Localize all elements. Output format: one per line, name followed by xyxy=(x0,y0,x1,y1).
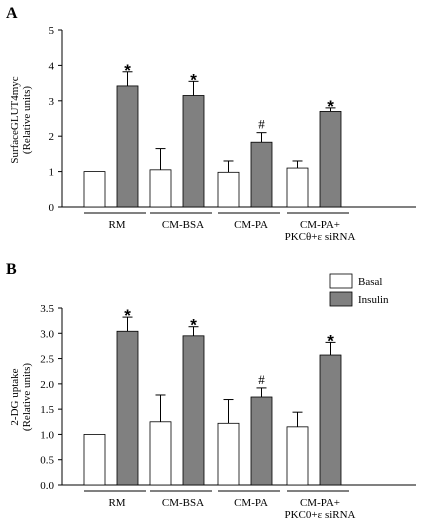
basal-bar xyxy=(286,167,309,208)
panel-a: A 0 1 2 3 4 5 SurfaceGLUT4myc (Relative units) *… xyxy=(6,5,416,243)
y-axis-title-units: (Relative units) xyxy=(21,363,33,431)
legend-swatch-basal xyxy=(329,273,353,289)
insulin-bar xyxy=(319,354,342,486)
basal-bar xyxy=(149,421,172,486)
insulin-bar xyxy=(319,111,342,208)
category-label: RM xyxy=(108,497,125,509)
category-label: CM-PA+ xyxy=(300,219,340,231)
significance-marker: * xyxy=(190,70,197,89)
category-label: CM-PA xyxy=(234,219,268,231)
panel-b: B 0.0 0.5 1.0 1.5 2.0 2.5 3.0 3.5 2-DG uptake (Re… xyxy=(6,261,416,521)
basal-bar xyxy=(83,434,106,486)
y-tick-label: 1.0 xyxy=(40,429,54,441)
legend-label-insulin: Insulin xyxy=(358,294,389,306)
y-tick-label: 0 xyxy=(49,202,55,214)
y-tick-label: 2.0 xyxy=(40,379,54,391)
basal-bar xyxy=(286,426,309,486)
significance-marker: * xyxy=(327,97,334,116)
y-tick-label: 1.5 xyxy=(40,404,54,416)
basal-bar xyxy=(149,169,172,208)
y-tick-label: 1 xyxy=(49,167,55,179)
category-label: PKCθ+ε siRNA xyxy=(285,231,356,243)
y-tick-label: 3.5 xyxy=(40,303,54,315)
category-label: CM-BSA xyxy=(162,497,204,509)
significance-marker: * xyxy=(124,306,131,325)
legend-label-basal: Basal xyxy=(358,276,382,288)
significance-marker: * xyxy=(190,316,197,335)
significance-marker: # xyxy=(258,372,265,387)
significance-marker: * xyxy=(327,331,334,350)
insulin-bar xyxy=(116,330,139,486)
panel-a-label: A xyxy=(6,5,18,22)
category-label: RM xyxy=(108,219,125,231)
category-label: CM-PA xyxy=(234,497,268,509)
panel-b-label: B xyxy=(6,261,17,278)
y-tick-label: 0.5 xyxy=(40,455,54,467)
y-axis-title-units: (Relative units) xyxy=(21,86,33,154)
y-tick-label: 0.0 xyxy=(40,480,54,492)
y-tick-label: 2.5 xyxy=(40,354,54,366)
y-tick-label: 4 xyxy=(49,60,55,72)
insulin-bar xyxy=(250,141,273,208)
insulin-bar xyxy=(250,396,273,486)
legend: Basal Insulin xyxy=(329,273,389,307)
category-label: PKC0+ε siRNA xyxy=(284,509,355,521)
category-label: CM-PA+ xyxy=(300,497,340,509)
significance-marker: # xyxy=(258,117,265,132)
y-tick-label: 2 xyxy=(49,131,55,143)
insulin-bar xyxy=(182,335,205,486)
insulin-bar xyxy=(116,85,139,208)
category-label: CM-BSA xyxy=(162,219,204,231)
basal-bar xyxy=(217,422,240,486)
y-tick-label: 3 xyxy=(49,96,55,108)
legend-swatch-insulin xyxy=(329,291,353,307)
y-tick-label: 3.0 xyxy=(40,328,54,340)
significance-marker: * xyxy=(124,61,131,80)
basal-bar xyxy=(217,171,240,208)
insulin-bar xyxy=(182,95,205,208)
y-axis-title: SurfaceGLUT4myc xyxy=(9,76,21,163)
y-axis-title: 2-DG uptake xyxy=(9,368,21,425)
basal-bar xyxy=(83,171,106,208)
y-tick-label: 5 xyxy=(49,25,55,37)
